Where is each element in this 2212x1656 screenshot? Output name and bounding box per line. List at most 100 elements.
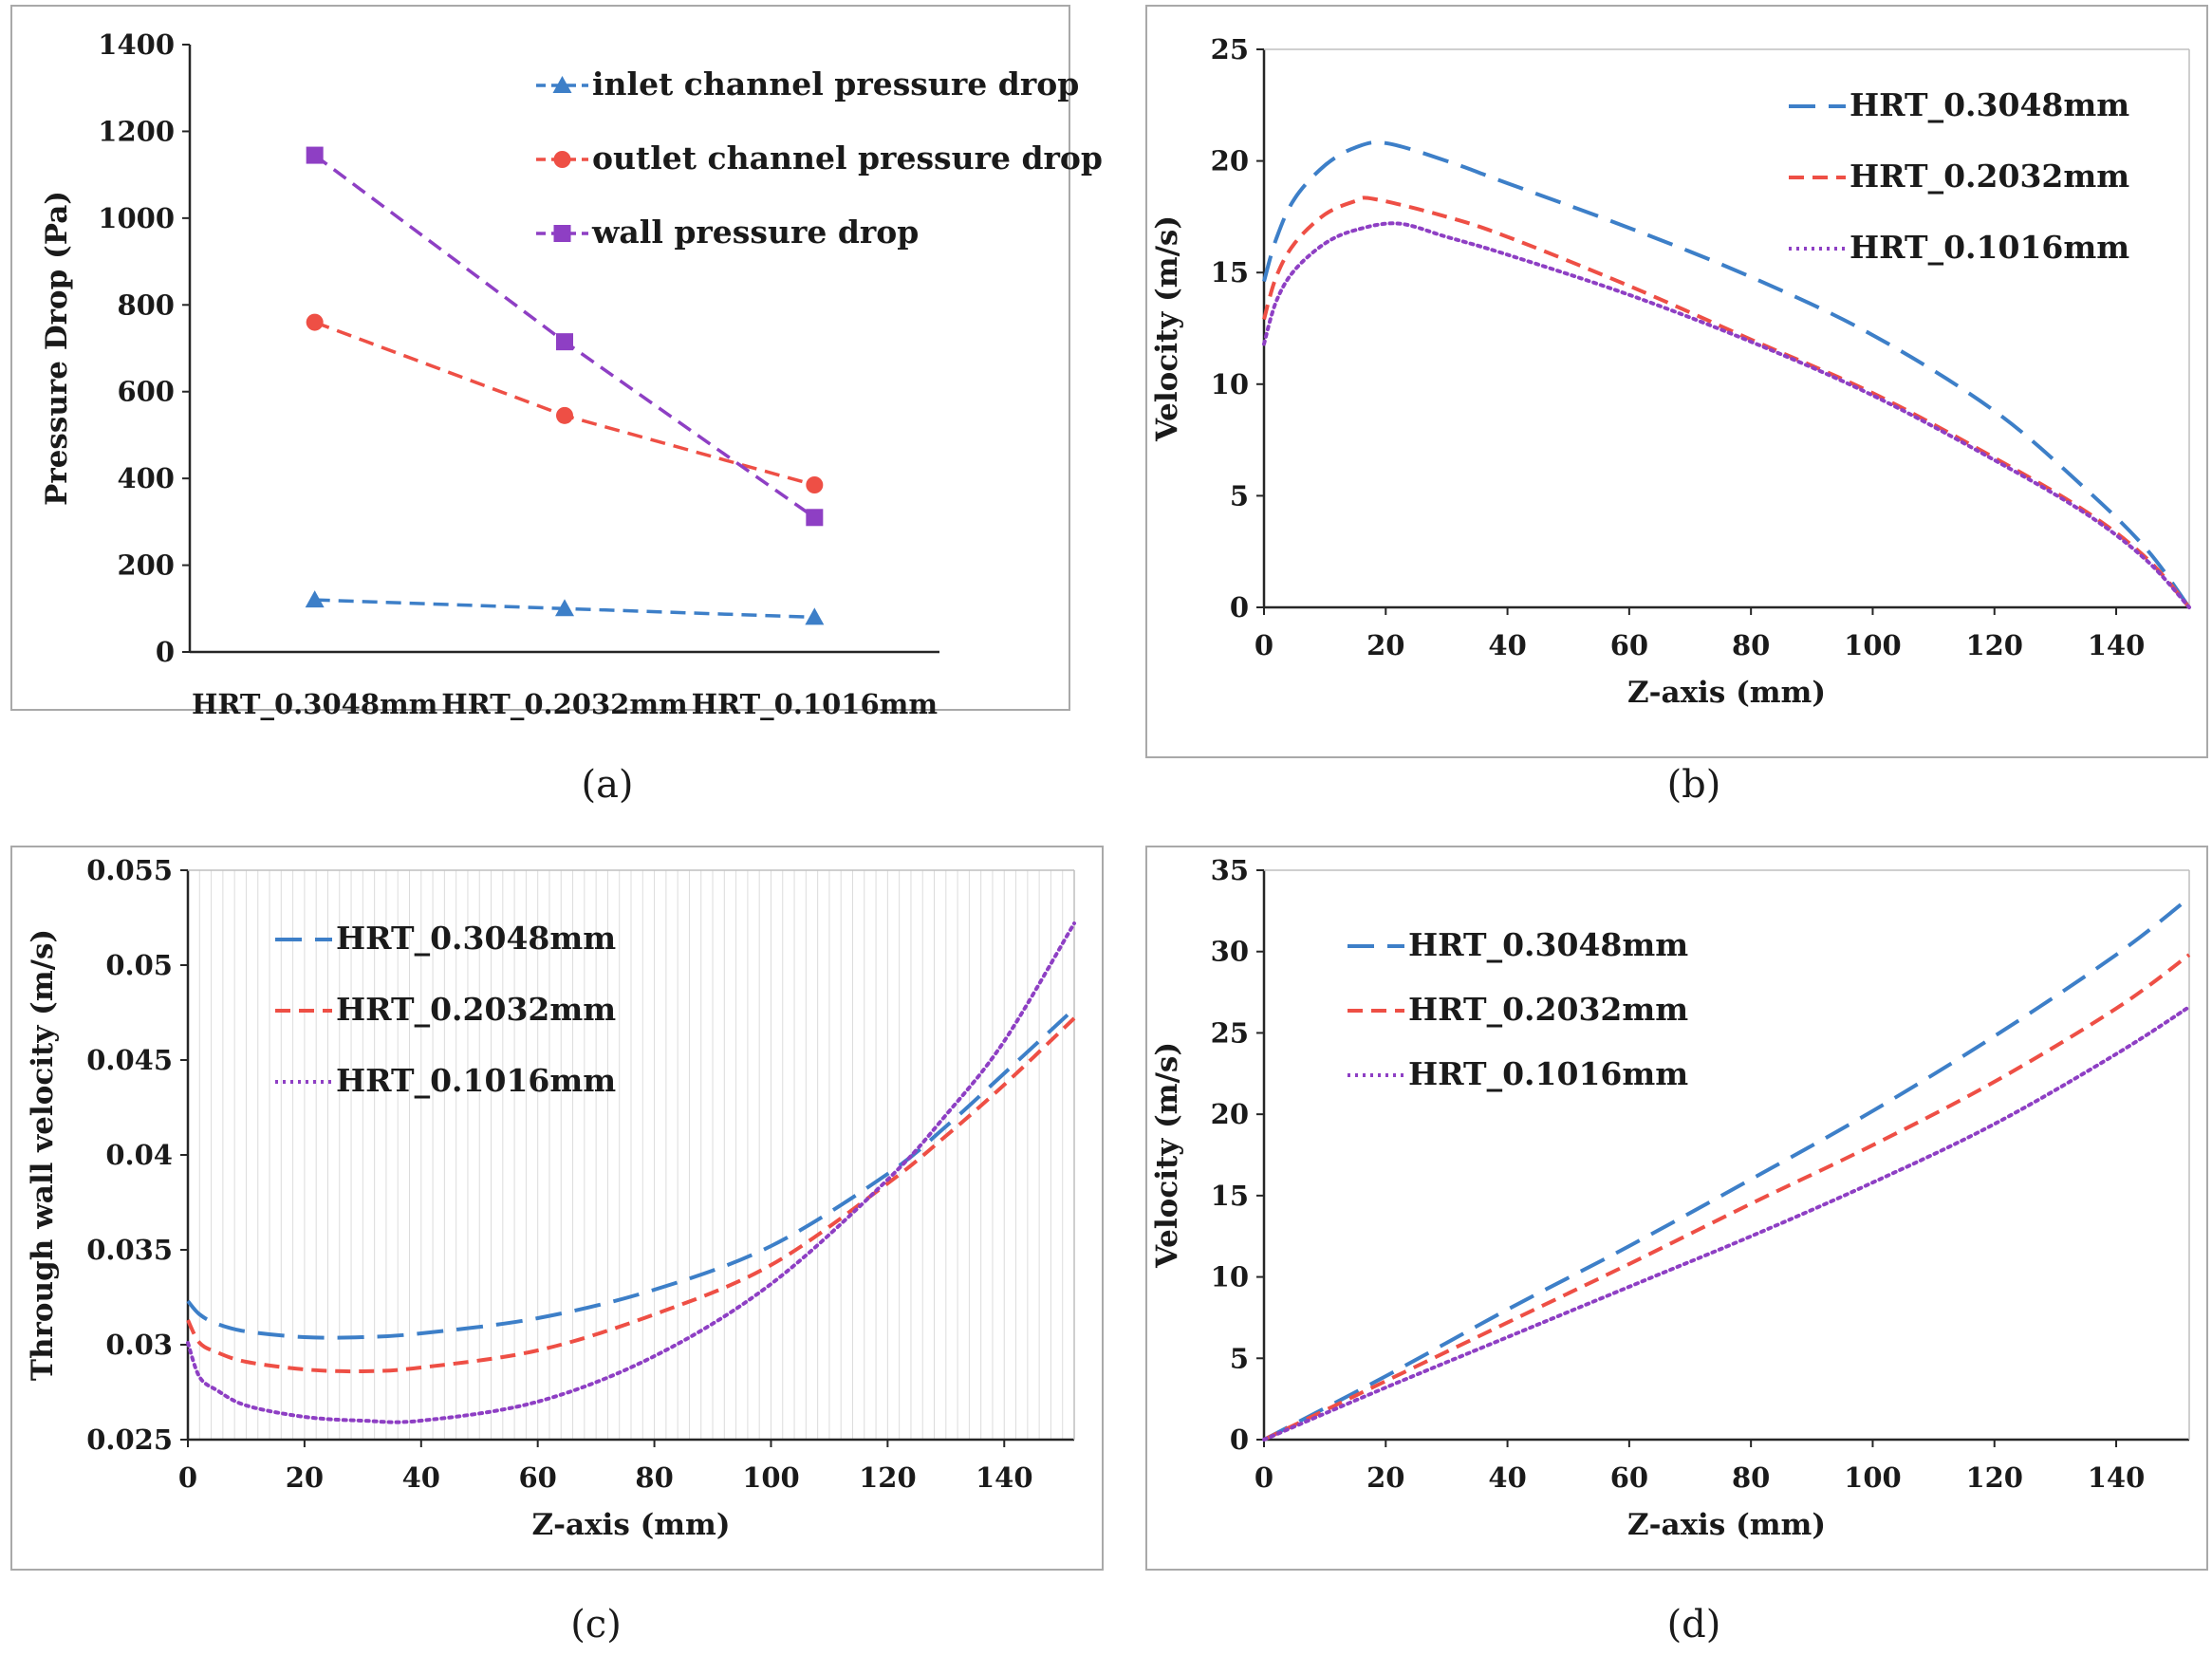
y-tick-label: 800 — [117, 288, 175, 321]
y-tick-label: 0 — [1230, 1423, 1249, 1456]
data-point — [555, 599, 574, 617]
data-point — [805, 607, 825, 625]
series-line — [1262, 140, 2191, 609]
y-tick-label: 1400 — [98, 28, 175, 61]
y-tick-label: 0.05 — [105, 949, 173, 981]
y-tick-label: 10 — [1211, 1261, 1249, 1293]
data-point — [806, 509, 824, 527]
y-axis-title: Velocity (m/s) — [1150, 1042, 1184, 1269]
x-axis-title: Z-axis (mm) — [1627, 676, 1826, 710]
x-tick-label: 40 — [402, 1461, 440, 1494]
legend-label: inlet channel pressure drop — [592, 65, 1079, 102]
data-point — [306, 146, 324, 164]
x-tick-label: 60 — [1610, 629, 1648, 661]
x-tick-label: 20 — [1366, 629, 1404, 661]
gridlines — [198, 870, 1064, 1440]
chart-frame — [10, 5, 1070, 711]
y-tick-label: 0.035 — [86, 1234, 173, 1266]
y-tick-label: 0.03 — [105, 1329, 173, 1361]
x-tick-label: 40 — [1488, 629, 1526, 661]
panel-caption: (a) — [581, 763, 633, 807]
legend-entry: HRT_0.1016mm — [275, 1062, 616, 1099]
legend-label: HRT_0.3048mm — [1850, 86, 2129, 123]
y-tick-label: 200 — [117, 549, 175, 582]
y-tick-label: 10 — [1211, 368, 1249, 400]
legend-entry: inlet channel pressure drop — [536, 65, 1079, 102]
data-point — [556, 333, 573, 351]
chart-c: 0.025 0.03 0.035 0.04 0.045 0.05 0.055 0 20 40 60 8… — [10, 846, 1104, 1647]
y-tick-label: 30 — [1211, 936, 1249, 968]
legend-entry: HRT_0.3048mm — [275, 920, 616, 957]
y-axis-title: Velocity (m/s) — [1150, 215, 1184, 442]
x-tick-label: 120 — [1965, 1461, 2023, 1494]
series-1 — [186, 1007, 1076, 1340]
x-tick-label: 80 — [1732, 1461, 1770, 1494]
x-category-label: HRT_0.1016mm — [692, 688, 939, 720]
legend-label: HRT_0.1016mm — [1850, 229, 2129, 266]
series-2 — [1263, 953, 2191, 1442]
data-point — [305, 590, 325, 608]
series-line — [1262, 1005, 2191, 1442]
x-axis-title: Z-axis (mm) — [1627, 1508, 1826, 1542]
series-3 — [306, 146, 824, 527]
legend-label: HRT_0.3048mm — [336, 920, 616, 957]
x-tick-label: 0 — [1255, 1461, 1273, 1494]
series-line — [186, 1016, 1076, 1374]
y-tick-label: 1200 — [98, 115, 175, 147]
legend-entry: HRT_0.2032mm — [275, 991, 616, 1028]
legend-marker — [553, 225, 571, 242]
x-tick-label: 0 — [178, 1461, 197, 1494]
legend-marker — [553, 151, 571, 168]
legend-label: HRT_0.2032mm — [1408, 991, 1688, 1028]
series-2 — [186, 1016, 1076, 1374]
chart-frame — [10, 846, 1104, 1571]
x-tick-label: 100 — [742, 1461, 800, 1494]
x-tick-label: 20 — [1366, 1461, 1404, 1494]
chart-b: 0 5 10 15 20 25 0 20 40 60 80 100 120 140 Z-axis (mm) V… — [1145, 5, 2208, 807]
x-tick-label: 60 — [1610, 1461, 1648, 1494]
data-point — [806, 476, 824, 493]
y-tick-label: 5 — [1230, 1342, 1249, 1374]
y-tick-label: 15 — [1211, 1180, 1249, 1212]
x-tick-label: 140 — [976, 1461, 1033, 1494]
series-1 — [1263, 896, 2191, 1442]
y-tick-label: 0.055 — [86, 854, 173, 886]
legend-label: HRT_0.1016mm — [1408, 1055, 1688, 1092]
legend-label: outlet channel pressure drop — [592, 140, 1103, 177]
series-1 — [305, 590, 825, 625]
panel-caption: (d) — [1667, 1603, 1721, 1647]
chart-frame — [1145, 5, 2208, 758]
y-tick-label: 20 — [1211, 145, 1249, 177]
legend-entry: HRT_0.1016mm — [1789, 229, 2129, 266]
series-line — [1262, 195, 2191, 609]
series-1 — [1262, 140, 2191, 609]
legend-entry: HRT_0.3048mm — [1348, 926, 1688, 963]
x-tick-label: 20 — [286, 1461, 324, 1494]
y-tick-label: 25 — [1211, 33, 1249, 65]
series-3 — [1262, 1005, 2191, 1442]
chart-d: 0 5 10 15 20 25 30 35 0 20 40 60 80 100 120 140 Z-axis (… — [1145, 846, 2208, 1647]
y-tick-label: 400 — [117, 462, 175, 494]
legend-entry: outlet channel pressure drop — [536, 140, 1103, 177]
y-tick-label: 1000 — [98, 202, 175, 234]
legend-entry: HRT_0.1016mm — [1348, 1055, 1688, 1092]
series-line — [186, 921, 1076, 1424]
legend-label: HRT_0.2032mm — [336, 991, 616, 1028]
x-tick-label: 120 — [1965, 629, 2023, 661]
x-category-label: HRT_0.3048mm — [192, 688, 438, 720]
legend-entry: HRT_0.2032mm — [1789, 158, 2129, 195]
x-category-label: HRT_0.2032mm — [441, 688, 688, 720]
series-3 — [1262, 221, 2191, 609]
legend-label: HRT_0.1016mm — [336, 1062, 616, 1099]
y-tick-label: 35 — [1211, 854, 1249, 886]
x-tick-label: 120 — [859, 1461, 917, 1494]
y-tick-label: 0 — [156, 636, 175, 668]
legend-entry: wall pressure drop — [536, 214, 919, 251]
chart-frame — [1145, 846, 2208, 1571]
series-2 — [1262, 195, 2191, 609]
y-tick-label: 0.025 — [86, 1423, 173, 1456]
data-point — [306, 313, 324, 331]
